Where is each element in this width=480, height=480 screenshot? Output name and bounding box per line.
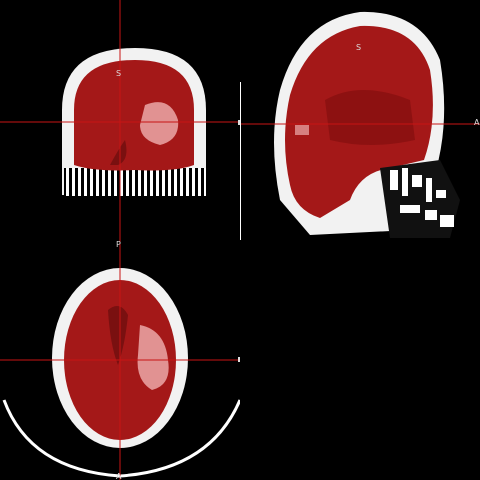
sagittal-orientation-top: S [356, 43, 362, 52]
coronal-ventricle [110, 140, 127, 165]
sagittal-face-bone [390, 168, 454, 227]
axial-lesion [137, 325, 169, 390]
axial-orientation-bottom: A [116, 472, 122, 480]
coronal-orientation-top: S [116, 69, 122, 78]
sagittal-image [240, 11, 480, 238]
viewport-divider-vertical[interactable] [240, 82, 241, 240]
axial-orientation-top: P [116, 240, 121, 249]
sagittal-ventricle [325, 90, 415, 145]
coronal-lesion [140, 102, 179, 145]
axial-viewport[interactable]: P A [0, 240, 240, 480]
coronal-edge-marker [238, 120, 240, 125]
axial-edge-marker [238, 357, 240, 362]
sagittal-lesion [295, 125, 309, 135]
empty-viewport[interactable] [240, 240, 480, 480]
axial-image [0, 240, 240, 480]
coronal-skull-base [64, 168, 206, 196]
axial-ventricle [108, 306, 128, 365]
sagittal-viewport[interactable]: S A [240, 0, 480, 240]
coronal-viewport[interactable]: S [0, 0, 240, 240]
coronal-image [0, 0, 240, 240]
sagittal-orientation-right: A [474, 118, 480, 127]
